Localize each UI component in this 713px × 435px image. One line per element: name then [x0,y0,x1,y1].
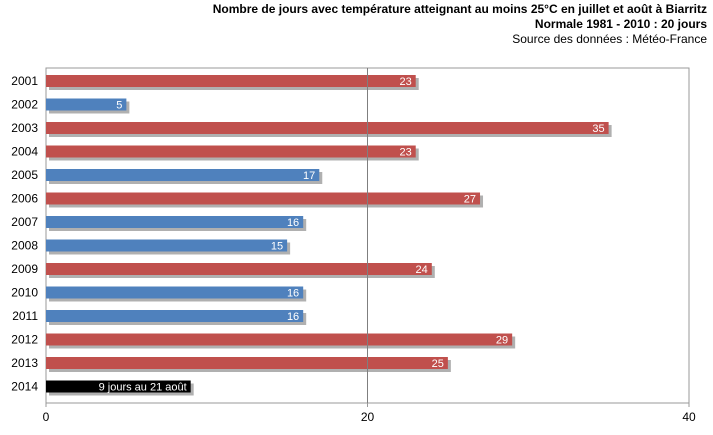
bar-value-label: 16 [287,311,299,323]
bar-value-label: 35 [592,123,604,135]
category-label: 2012 [11,333,38,347]
category-label: 2014 [11,380,38,394]
bar-value-label: 16 [287,217,299,229]
bar-value-label: 23 [399,76,411,88]
chart-subtitle: Normale 1981 - 2010 : 20 jours [534,17,707,31]
bar-2014 [46,380,191,393]
bar-value-label: 24 [416,264,428,276]
category-label: 2009 [11,262,38,276]
bar-value-label: 5 [116,100,122,112]
chart-header: Nombre de jours avec température atteign… [213,2,707,47]
bar-2009 [46,263,432,275]
bar-value-label: 27 [464,194,476,206]
x-tick-label: 40 [682,410,696,424]
bar-2012 [46,333,513,346]
category-label: 2007 [11,215,38,229]
bar-2010 [46,286,304,299]
category-label: 2010 [11,286,38,300]
bar-2001 [46,75,416,87]
bar-value-label: 23 [399,147,411,159]
bar-2004 [46,145,416,158]
bar-value-label: 17 [303,170,315,182]
bar-2005 [46,169,320,181]
bar-value-label: 9 jours au 21 août [99,382,187,394]
bar-2006 [46,192,481,205]
bar-value-label: 16 [287,288,299,300]
category-label: 2008 [11,239,38,253]
bar-2007 [46,216,304,228]
category-label: 2013 [11,356,38,370]
category-label: 2001 [11,74,38,88]
bar-value-label: 25 [432,358,444,370]
category-label: 2004 [11,145,38,159]
bar-2003 [46,122,609,134]
category-label: 2005 [11,168,38,182]
category-label: 2002 [11,98,38,112]
chart-title: Nombre de jours avec température atteign… [212,2,707,16]
chart-source: Source des données : Météo-France [512,32,707,46]
category-label: 2011 [12,309,38,323]
bar-2011 [46,310,304,322]
x-tick-label: 20 [361,410,375,424]
bar-2013 [46,357,448,369]
bar-value-label: 15 [271,241,283,253]
bar-2002 [46,98,127,111]
category-label: 2006 [11,192,38,206]
bar-value-label: 29 [496,335,508,347]
x-tick-label: 0 [43,410,50,424]
bar-2008 [46,239,288,252]
category-label: 2003 [11,121,38,135]
